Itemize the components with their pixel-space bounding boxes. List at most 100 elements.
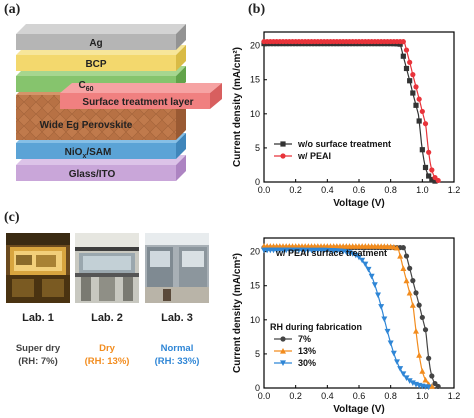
data-point-series-2 [419, 368, 426, 374]
label-perovskite: Wide Eg Perovskite [40, 120, 133, 131]
label-c60: C60 [78, 80, 93, 93]
data-point-series-3 [378, 304, 385, 310]
lab1-condition-label: Super dry [15, 343, 61, 354]
data-point-series-1 [432, 178, 438, 184]
data-point-series-2 [419, 108, 425, 115]
y-tick-label: 0 [255, 383, 260, 393]
lab2-name: Lab. 2 [91, 312, 123, 324]
legend-marker-1 [280, 141, 286, 147]
data-point-series-2 [429, 167, 435, 173]
data-point-series-2 [413, 84, 419, 90]
data-point-series-1 [429, 177, 435, 183]
plot-frame [263, 237, 455, 389]
x-tick-label: 1.0 [416, 185, 429, 195]
layer-ag [16, 24, 186, 50]
data-point-series-2 [394, 244, 400, 251]
data-point-series-3 [371, 282, 378, 288]
data-point-series-1 [422, 327, 429, 333]
x-tick-label: 0.8 [384, 391, 397, 401]
panel-label-b: (b) [248, 2, 266, 17]
data-point-series-3 [403, 375, 410, 381]
label-ag: Ag [89, 38, 102, 49]
legend-title: RH during fabrication [270, 322, 362, 332]
data-point-series-1 [407, 78, 413, 84]
x-tick-label: 0.8 [384, 185, 397, 195]
series-line-3 [264, 249, 430, 389]
y-axis-label: Current density (mA/cm²) [232, 47, 243, 167]
data-point-series-1 [426, 173, 432, 179]
x-tick-label: 0.4 [321, 391, 334, 401]
data-point-series-2 [397, 253, 404, 259]
data-point-series-3 [387, 340, 394, 347]
lab3-name: Lab. 3 [161, 312, 193, 324]
lab1-rh: (RH: 7%) [18, 356, 58, 367]
data-point-series-3 [425, 384, 432, 391]
chart-c-jv-humidity: 0.0 0.2 0.4 0.6 0.8 1.0 1.2 0 5 10 15 20 Voltage (V)… [232, 237, 461, 415]
data-point-series-2 [409, 302, 416, 308]
data-point-series-2 [422, 121, 429, 127]
y-tick-label: 15 [250, 75, 260, 85]
x-tick-label: 0.6 [353, 391, 366, 401]
x-tick-label: 0.0 [258, 185, 271, 195]
layer-surface-treatment [60, 83, 222, 109]
data-point-series-3 [390, 350, 397, 357]
legend-label-1: 7% [298, 334, 311, 344]
data-point-series-1 [413, 102, 419, 108]
data-point-series-1 [407, 265, 413, 271]
chart-annotation: w/ PEAI surface treatment [275, 248, 387, 258]
data-point-series-2 [403, 47, 410, 53]
data-point-series-2 [416, 96, 422, 102]
y-tick-label: 15 [250, 281, 260, 291]
data-point-series-3 [365, 266, 372, 273]
lab1-photo [6, 233, 70, 303]
data-point-series-1 [419, 147, 425, 153]
legend-label-3: 30% [298, 358, 316, 368]
data-point-series-3 [409, 380, 416, 386]
data-point-series-2 [406, 289, 413, 296]
lab1-condition: Super dry (RH: 7%) [0, 342, 78, 368]
data-point-series-2 [400, 265, 407, 271]
x-tick-label: 0.4 [321, 185, 334, 195]
legend-marker-1 [280, 336, 286, 342]
data-point-series-1 [426, 355, 432, 361]
legend-marker-3 [280, 360, 286, 366]
legend-label-2: 13% [298, 346, 316, 356]
data-point-series-1 [413, 290, 419, 296]
data-point-series-2 [416, 352, 423, 358]
y-tick-label: 10 [250, 315, 260, 325]
data-point-series-3 [368, 273, 375, 280]
data-point-series-3 [362, 261, 369, 268]
data-point-series-2 [426, 149, 432, 155]
panel-label-c: (c) [4, 210, 20, 225]
data-point-series-3 [349, 251, 356, 257]
data-point-series-1 [422, 164, 429, 171]
data-point-series-2 [407, 59, 413, 65]
data-point-series-2 [403, 277, 410, 284]
data-point-series-3 [397, 366, 404, 372]
x-axis-label: Voltage (V) [333, 198, 384, 208]
chart-b-jv-surface-treatment: 0.0 0.2 0.4 0.6 0.8 1.0 1.2 0 5 10 15 20 Voltage (V)… [232, 31, 461, 208]
x-tick-label: 1.0 [416, 391, 429, 401]
data-point-series-3 [384, 328, 391, 335]
label-surface-treatment: Surface treatment layer [82, 97, 193, 108]
x-tick-label: 1.2 [448, 391, 461, 401]
data-point-series-3 [375, 292, 381, 299]
y-tick-label: 20 [250, 41, 260, 51]
data-point-series-3 [359, 257, 366, 264]
data-point-series-3 [400, 371, 407, 378]
lab2-rh: (RH: 13%) [84, 356, 130, 367]
data-point-series-2 [428, 383, 435, 389]
x-tick-label: 0.6 [353, 185, 366, 195]
x-tick-label: 1.2 [448, 185, 461, 195]
data-point-series-1 [400, 53, 406, 59]
data-point-series-1 [403, 253, 410, 259]
y-tick-label: 10 [250, 109, 260, 119]
data-point-series-3 [406, 378, 413, 384]
data-point-series-2 [422, 376, 429, 383]
data-point-series-2 [435, 177, 441, 184]
legend-label-2: w/ PEAI [297, 151, 331, 161]
data-point-series-2 [413, 328, 419, 334]
data-point-series-1 [400, 245, 406, 251]
x-tick-label: 0.0 [258, 391, 271, 401]
y-tick-label: 5 [255, 143, 260, 153]
